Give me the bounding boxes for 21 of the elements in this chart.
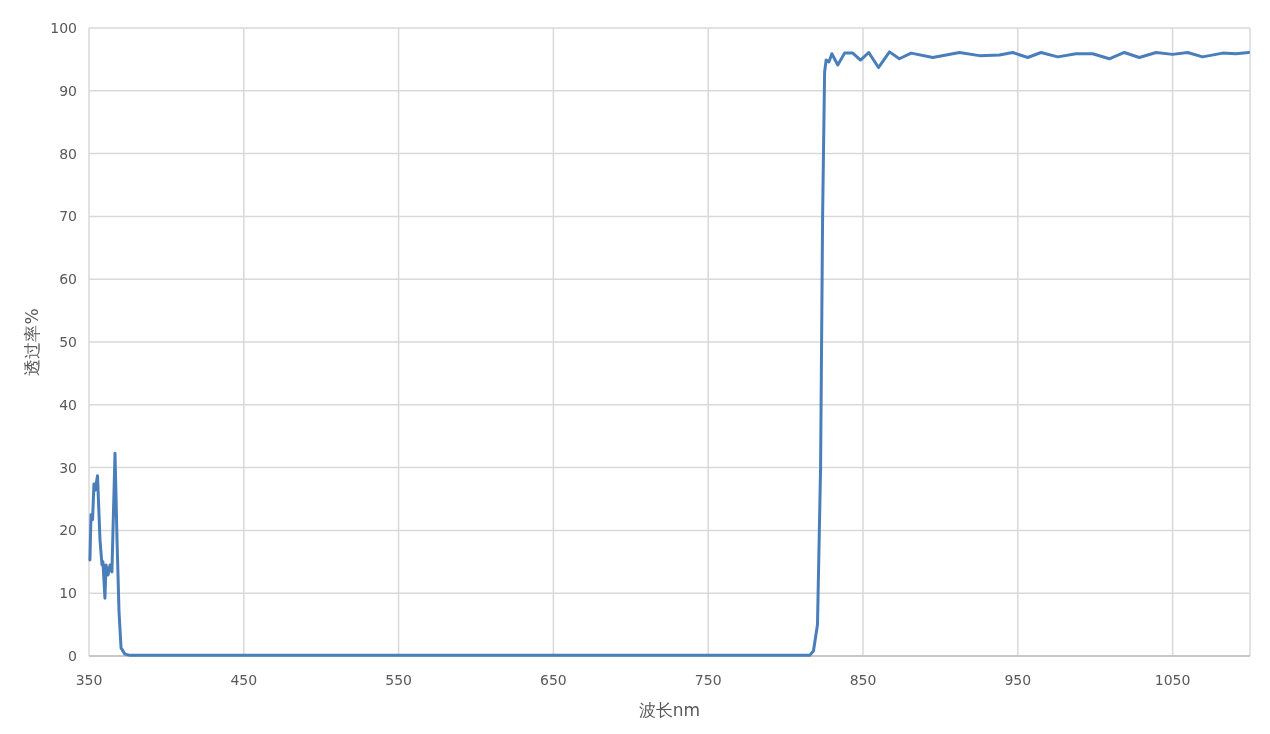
x-tick-label: 750 bbox=[694, 672, 722, 688]
y-tick-label: 80 bbox=[59, 145, 77, 162]
x-tick-label: 850 bbox=[849, 672, 877, 688]
x-tick-label: 650 bbox=[540, 672, 567, 688]
y-tick-label: 10 bbox=[59, 585, 77, 602]
y-tick-label: 60 bbox=[59, 271, 77, 288]
x-tick-label: 350 bbox=[75, 672, 103, 688]
y-tick-label: 70 bbox=[59, 208, 77, 225]
y-tick-label: 50 bbox=[59, 334, 77, 350]
y-tick-label: 0 bbox=[68, 648, 77, 664]
y-tick-label: 20 bbox=[59, 522, 77, 539]
y-tick-label: 100 bbox=[50, 20, 77, 36]
x-tick-label: 950 bbox=[1004, 672, 1032, 688]
x-tick-label: 550 bbox=[385, 672, 412, 688]
x-tick-label: 1050 bbox=[1154, 672, 1191, 688]
x-tick-label: 450 bbox=[230, 672, 258, 688]
y-tick-label: 30 bbox=[59, 459, 77, 476]
y-axis-title: 透过率% bbox=[22, 308, 42, 376]
y-tick-label: 40 bbox=[59, 396, 77, 413]
y-tick-label: 90 bbox=[59, 82, 77, 99]
x-axis-title: 波长nm bbox=[638, 700, 701, 720]
